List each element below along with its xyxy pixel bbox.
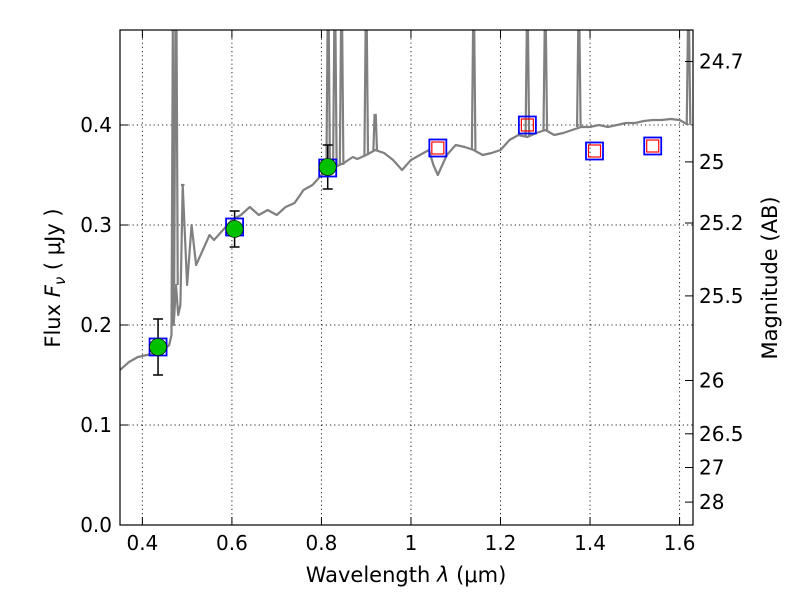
y-tick-label-left: 0.2 xyxy=(80,313,112,337)
sed-emission-spike xyxy=(363,30,370,156)
sed-emission-spike xyxy=(338,30,345,166)
observed-point xyxy=(318,158,337,176)
upper-limit-square xyxy=(587,144,602,158)
sed-emission-spike xyxy=(524,30,531,138)
y-tick-label-left: 0.4 xyxy=(80,113,112,137)
y-tick-label-left: 0.1 xyxy=(80,413,112,437)
sed-emission-spike xyxy=(542,30,549,131)
upper-limit-square xyxy=(431,141,445,155)
y-tick-label-right: 26.5 xyxy=(699,422,744,446)
model-photometry-square xyxy=(517,115,537,135)
sed-line xyxy=(120,30,690,371)
x-tick-label: 1.2 xyxy=(485,531,517,555)
plot-frame xyxy=(119,29,694,526)
tick-labels: 0.4 0.6 0.8 1 1.2 1.4 1.6 0.0 0.1 0.2 0.3 0.4 24.7 25… xyxy=(80,50,743,556)
observed-point xyxy=(149,338,167,356)
y-tick-label-left: 0.0 xyxy=(80,513,112,537)
sed-emission-spike xyxy=(685,30,692,126)
model-photometry-square xyxy=(643,136,663,156)
model-photometry-square xyxy=(428,138,448,158)
upper-limit-square xyxy=(520,118,534,132)
y-tick-label-right: 26 xyxy=(699,369,724,393)
sed-emission-spike xyxy=(470,30,477,151)
grid xyxy=(120,30,693,526)
sed-emission-spike xyxy=(575,30,582,128)
y-tick-label-left: 0.3 xyxy=(80,213,112,237)
y-axis-title-left: Flux Fν ( μJy ) xyxy=(41,208,69,347)
x-tick-label: 0.6 xyxy=(216,531,248,555)
y-axis-title-right: Magnitude (AB) xyxy=(758,196,782,359)
x-tick-label: 0.8 xyxy=(306,531,338,555)
observed-point xyxy=(225,220,244,238)
y-tick-label-right: 25 xyxy=(699,150,724,174)
x-tick-label: 1.4 xyxy=(574,531,606,555)
y-tick-label-right: 24.7 xyxy=(699,50,744,74)
y-tick-label-right: 25.5 xyxy=(699,284,744,308)
sed-emission-spike xyxy=(372,113,379,151)
x-axis-title: Wavelength λ (μm) xyxy=(306,563,507,587)
sed-emission-spike xyxy=(325,30,332,174)
model-photometry-square xyxy=(585,141,604,161)
x-tick-label: 1.6 xyxy=(664,531,696,555)
y-tick-label-right: 28 xyxy=(699,490,724,514)
x-tick-label: 0.4 xyxy=(126,531,158,555)
upper-limit-square xyxy=(646,139,660,153)
y-tick-label-right: 25.2 xyxy=(699,211,744,235)
ticks xyxy=(120,30,693,526)
sed-emission-spike xyxy=(331,30,338,168)
sed-emission-spike xyxy=(173,30,179,286)
plot-area xyxy=(120,30,692,376)
y-tick-label-right: 27 xyxy=(699,456,724,480)
x-tick-label: 1 xyxy=(405,531,418,555)
